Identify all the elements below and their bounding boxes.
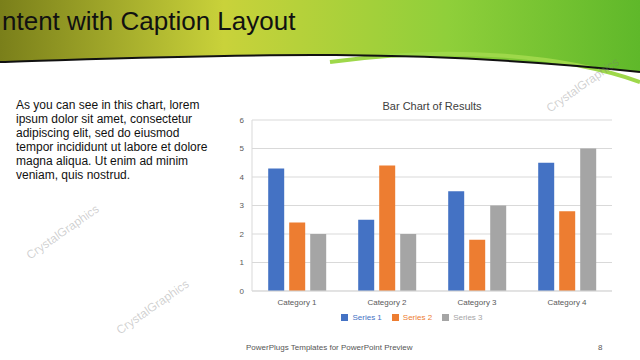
svg-text:1: 1 (240, 258, 245, 267)
html-text:PowerPlugs Templates for Power: PowerPlugs Templates for PowerPoint Prev… (246, 343, 413, 352)
html-text:ntent with Caption Layout: ntent with Caption Layout (2, 6, 296, 36)
html-text:Bar Chart of Results: Bar Chart of Results (382, 100, 482, 112)
svg-text:4: 4 (240, 173, 245, 182)
html-text:Series 3: Series 3 (453, 313, 483, 322)
html-text:CrystalGraphics: CrystalGraphics (113, 276, 192, 338)
svg-text:Category 4: Category 4 (547, 298, 587, 307)
html-text:As you can see in this chart,: As you can see in this chart, lorem ipsu… (16, 98, 208, 182)
svg-text:5: 5 (240, 144, 245, 153)
svg-text:2: 2 (240, 230, 245, 239)
svg-text:Category 3: Category 3 (457, 298, 497, 307)
html-text:CrystalGraphics: CrystalGraphics (543, 54, 622, 116)
html-text:Series 2: Series 2 (402, 313, 433, 322)
svg-text:3: 3 (240, 201, 245, 210)
svg-text:0: 0 (240, 287, 245, 296)
html-text:Series 1: Series 1 (352, 313, 382, 322)
html-text:CrystalGraphics: CrystalGraphics (23, 201, 102, 263)
html-text:8: 8 (598, 343, 603, 352)
svg-text:Category 2: Category 2 (367, 298, 407, 307)
svg-text:Category 1: Category 1 (277, 298, 317, 307)
svg-text:6: 6 (240, 116, 245, 125)
